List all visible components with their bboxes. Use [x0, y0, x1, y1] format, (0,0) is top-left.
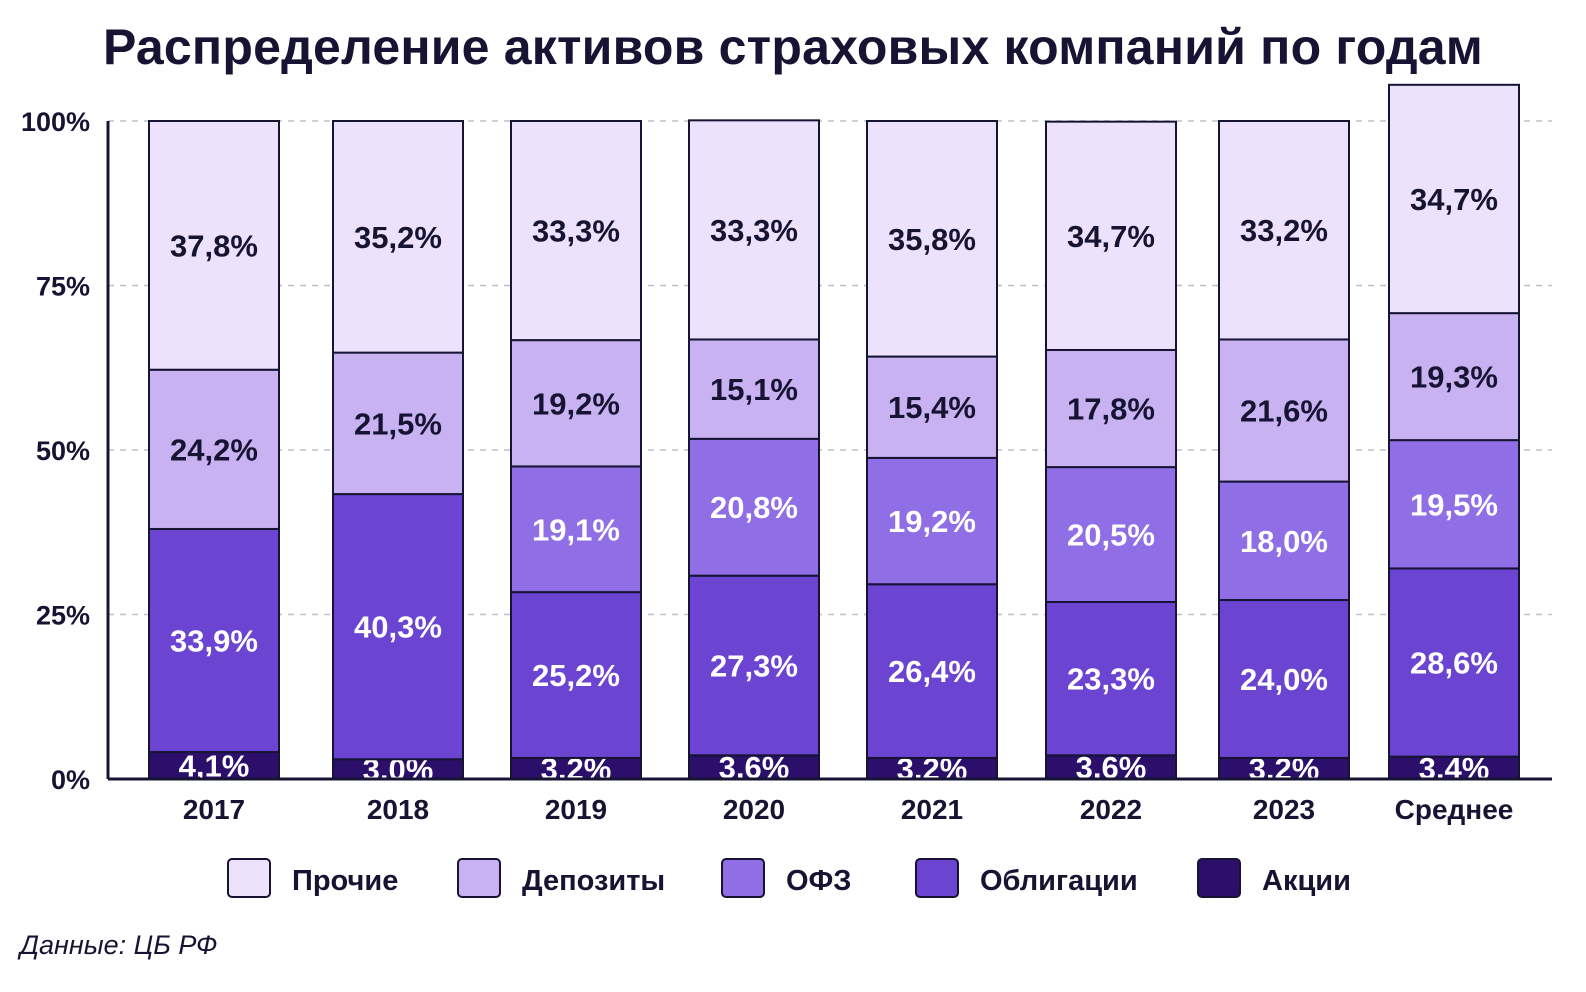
data-label: 35,8% — [888, 222, 976, 257]
data-label: 27,3% — [710, 648, 798, 683]
data-label: 33,2% — [1240, 213, 1328, 248]
data-label: 19,1% — [532, 512, 620, 547]
data-label: 33,3% — [532, 214, 620, 249]
x-tick-label: Среднее — [1395, 794, 1514, 825]
data-label: 17,8% — [1067, 392, 1155, 427]
legend-swatch — [457, 858, 501, 898]
bar-segment — [688, 437, 820, 577]
bar-segment — [332, 120, 464, 354]
data-label: 21,5% — [354, 406, 442, 441]
y-tick-label: 50% — [36, 436, 90, 466]
data-label: 19,3% — [1410, 360, 1498, 395]
bar-segment — [332, 351, 464, 496]
data-label: 25,2% — [532, 658, 620, 693]
data-label: 19,2% — [888, 504, 976, 539]
legend-label: Депозиты — [522, 865, 665, 897]
bar-segment — [148, 120, 280, 371]
bar-segment — [866, 355, 998, 459]
data-label: 20,5% — [1067, 518, 1155, 553]
data-label: 37,8% — [170, 228, 258, 263]
x-tick-label: 2018 — [367, 794, 429, 825]
legend-label: Облигации — [980, 865, 1138, 897]
bar-segment — [1388, 312, 1520, 442]
bar-segment — [148, 368, 280, 530]
legend-swatch — [721, 858, 765, 898]
data-label: 19,5% — [1410, 487, 1498, 522]
legend-swatch — [227, 858, 271, 898]
data-label: 24,0% — [1240, 662, 1328, 697]
data-label: 15,4% — [888, 390, 976, 425]
data-label: 20,8% — [710, 490, 798, 525]
chart-title: Распределение активов страховых компаний… — [103, 19, 1483, 75]
data-label: 24,2% — [170, 432, 258, 467]
bar-segment — [1045, 120, 1177, 351]
data-label: 35,2% — [354, 220, 442, 255]
bar-segment — [1045, 466, 1177, 603]
bar-segment — [332, 493, 464, 761]
bar-segment — [866, 456, 998, 586]
data-label: 28,6% — [1410, 646, 1498, 681]
x-tick-label: 2017 — [183, 794, 245, 825]
bar-segment — [1218, 120, 1350, 341]
data-label: 19,2% — [532, 386, 620, 421]
bar-segment — [510, 465, 642, 594]
legend-swatch — [1197, 858, 1241, 898]
legend-label: Акции — [1262, 865, 1351, 897]
bar-segment — [1388, 439, 1520, 570]
bar-segment — [148, 527, 280, 754]
x-tick-label: 2020 — [723, 794, 785, 825]
bar-segment — [688, 119, 820, 341]
data-label: 34,7% — [1410, 182, 1498, 217]
x-tick-label: 2021 — [901, 794, 963, 825]
data-label: 18,0% — [1240, 524, 1328, 559]
x-tick-label: 2022 — [1080, 794, 1142, 825]
bar-segment — [866, 583, 998, 759]
bar-segment — [688, 574, 820, 757]
y-tick-label: 25% — [36, 601, 90, 631]
data-label: 33,9% — [170, 623, 258, 658]
bar-segment — [866, 120, 998, 358]
x-tick-label: 2023 — [1253, 794, 1315, 825]
bar-segment — [1045, 348, 1177, 469]
bar-segment — [1218, 480, 1350, 602]
bar-segment — [1388, 567, 1520, 758]
data-label: 23,3% — [1067, 662, 1155, 697]
legend-swatch — [915, 858, 959, 898]
bar-segment — [688, 338, 820, 440]
bar-segment — [510, 120, 642, 342]
data-label: 40,3% — [354, 610, 442, 645]
legend-label: Прочие — [292, 865, 398, 897]
data-label: 33,3% — [710, 213, 798, 248]
data-label: 26,4% — [888, 654, 976, 689]
bar-segment — [1388, 83, 1520, 315]
source-note: Данные: ЦБ РФ — [20, 930, 218, 960]
y-tick-label: 0% — [51, 765, 90, 795]
y-tick-label: 75% — [36, 272, 90, 302]
data-label: 34,7% — [1067, 219, 1155, 254]
x-tick-label: 2019 — [545, 794, 607, 825]
data-label: 15,1% — [710, 372, 798, 407]
data-label: 21,6% — [1240, 394, 1328, 429]
bar-segment — [1218, 338, 1350, 483]
bar-segment — [1045, 600, 1177, 757]
legend-label: ОФЗ — [786, 865, 851, 897]
y-tick-label: 100% — [21, 107, 90, 137]
